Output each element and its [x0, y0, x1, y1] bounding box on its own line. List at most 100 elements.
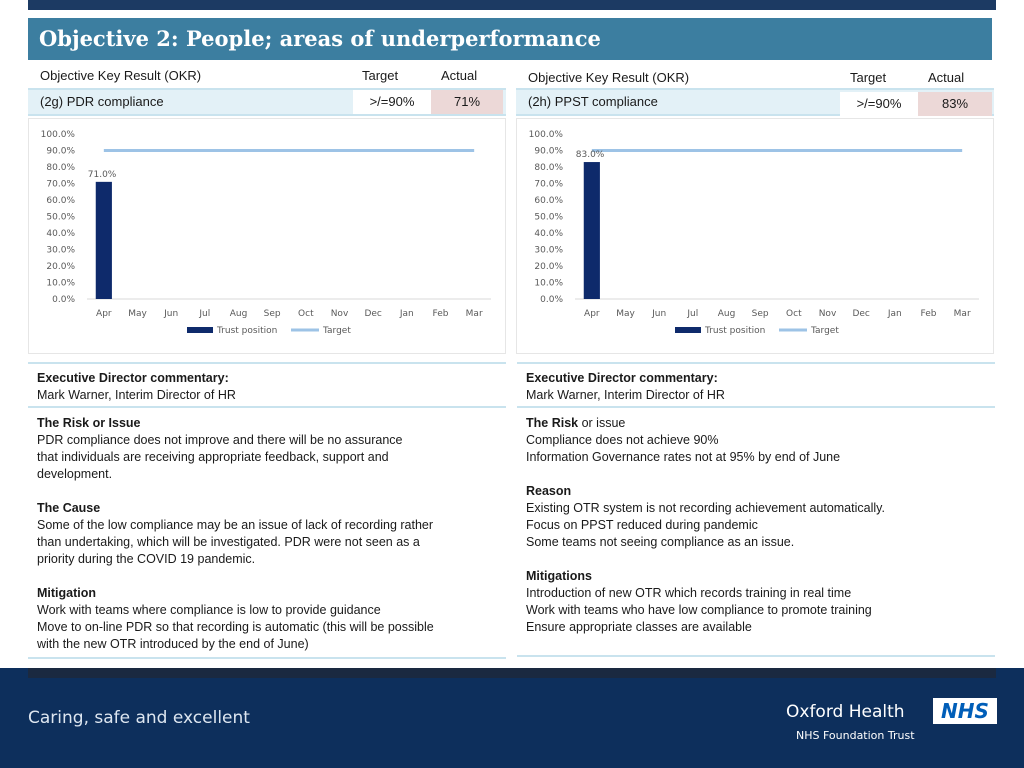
x-tick-label: Sep	[264, 309, 281, 319]
risk-heading: The Risk or Issue	[37, 416, 141, 430]
mitigation-line: Move to on-line PDR so that recording is…	[37, 620, 434, 634]
risk-heading-bold: The Risk	[526, 416, 579, 430]
director-heading: Executive Director commentary:	[37, 371, 229, 385]
target-value: >/=90%	[840, 92, 918, 116]
director-name: Mark Warner, Interim Director of HR	[526, 388, 725, 402]
actual-column-header: Actual	[928, 70, 965, 85]
footer	[0, 668, 1024, 768]
x-tick-label: Mar	[954, 309, 971, 319]
title-bar: Objective 2: People; areas of underperfo…	[28, 18, 992, 60]
nhs-logo-text: NHS	[941, 699, 989, 723]
legend-label: Target	[810, 326, 839, 336]
y-tick-label: 40.0%	[534, 229, 563, 239]
director-heading: Executive Director commentary:	[526, 371, 718, 385]
x-tick-label: Aug	[230, 309, 248, 319]
mitigation-heading: Mitigations	[526, 569, 592, 583]
y-tick-label: 30.0%	[46, 246, 75, 256]
x-tick-label: May	[128, 309, 147, 319]
ppst-chart-svg: 0.0% 10.0% 20.0% 30.0% 40.0% 50.0% 60.0% 70.0% 8…	[529, 130, 979, 336]
mitigation-line: Work with teams who have low compliance …	[526, 603, 872, 617]
y-tick-label: 20.0%	[46, 262, 75, 272]
top-accent-bar	[28, 0, 996, 10]
x-tick-label: May	[616, 309, 635, 319]
x-tick-label: Apr	[584, 309, 600, 319]
cause-line: Some of the low compliance may be an iss…	[37, 518, 434, 532]
y-tick-label: 90.0%	[534, 147, 563, 157]
y-tick-label: 90.0%	[46, 147, 75, 157]
actual-column-header: Actual	[441, 68, 478, 83]
page-title: Objective 2: People; areas of underperfo…	[39, 26, 601, 51]
org-subtitle: NHS Foundation Trust	[796, 729, 915, 742]
risk-heading-rest: or issue	[578, 416, 626, 430]
ppst-compliance-chart: 0.0% 10.0% 20.0% 30.0% 40.0% 50.0% 60.0% 70.0% 8…	[516, 118, 994, 354]
y-tick-label: 70.0%	[534, 180, 563, 190]
risk-line: PDR compliance does not improve and ther…	[37, 433, 403, 447]
pdr-chart-svg: 0.0% 10.0% 20.0% 30.0% 40.0% 50.0% 60.0% 70.0% 8…	[41, 130, 491, 336]
risk-heading: The Risk or issue	[526, 415, 995, 432]
x-tick-label: Dec	[364, 309, 381, 319]
y-tick-label: 0.0%	[540, 295, 563, 305]
target-column-header: Target	[850, 70, 887, 85]
mitigation-line: Ensure appropriate classes are available	[526, 620, 752, 634]
mitigation-line: Introduction of new OTR which records tr…	[526, 586, 852, 600]
legend-swatch-trust-position	[675, 327, 701, 333]
footer-tagline: Caring, safe and excellent	[28, 708, 250, 728]
x-tick-label: Apr	[96, 309, 112, 319]
x-tick-label: Feb	[921, 309, 937, 319]
okr-row: (2h) PPST compliance >/=90% 83%	[516, 88, 994, 116]
mitigation-line: with the new OTR introduced by the end o…	[37, 637, 309, 651]
y-tick-label: 30.0%	[534, 246, 563, 256]
x-tick-label: Jan	[887, 309, 902, 319]
y-tick-label: 70.0%	[46, 180, 75, 190]
legend-swatch-trust-position	[187, 327, 213, 333]
y-tick-label: 0.0%	[52, 295, 75, 305]
legend-label: Target	[322, 326, 351, 336]
director-name: Mark Warner, Interim Director of HR	[37, 388, 236, 402]
x-tick-label: Jul	[686, 309, 698, 319]
y-tick-label: 40.0%	[46, 229, 75, 239]
y-tick-label: 60.0%	[46, 196, 75, 206]
okr-column-header: Objective Key Result (OKR)	[528, 70, 690, 85]
cause-line: priority during the COVID 19 pandemic.	[37, 552, 256, 566]
y-tick-label: 80.0%	[534, 163, 563, 173]
x-tick-label: Mar	[466, 309, 483, 319]
y-tick-label: 80.0%	[46, 163, 75, 173]
reason-line: Existing OTR system is not recording ach…	[526, 501, 885, 515]
reason-heading: Reason	[526, 484, 572, 498]
y-tick-label: 100.0%	[529, 130, 564, 140]
risk-line: development.	[37, 467, 113, 481]
cause-heading: The Cause	[37, 501, 101, 515]
legend-label: Trust position	[216, 326, 277, 336]
risk-cause-mitigation-pdr: The Risk or Issue PDR compliance does no…	[28, 409, 506, 659]
okr-panel-ppst: Objective Key Result (OKR) Target Actual…	[516, 62, 994, 354]
target-column-header: Target	[362, 68, 399, 83]
nhs-logo: NHS	[933, 698, 997, 724]
y-tick-label: 20.0%	[534, 262, 563, 272]
x-tick-label: Jul	[198, 309, 210, 319]
x-tick-label: Oct	[786, 309, 802, 319]
x-tick-label: Nov	[819, 309, 837, 319]
director-commentary-ppst: Executive Director commentary: Mark Warn…	[517, 362, 995, 408]
x-tick-label: Feb	[433, 309, 449, 319]
y-tick-label: 10.0%	[46, 279, 75, 289]
actual-value: 83%	[918, 92, 992, 116]
legend-label: Trust position	[704, 326, 765, 336]
reason-line: Focus on PPST reduced during pandemic	[526, 518, 758, 532]
reason-line: Some teams not seeing compliance as an i…	[526, 535, 795, 549]
mitigation-line: Work with teams where compliance is low …	[37, 603, 381, 617]
okr-header-row: Objective Key Result (OKR) Target Actual	[28, 62, 506, 88]
x-tick-label: Jan	[399, 309, 414, 319]
okr-panel-pdr: Objective Key Result (OKR) Target Actual…	[28, 62, 506, 354]
risk-reason-mitigation-ppst: The Risk or issue Compliance does not ac…	[517, 409, 995, 657]
target-value: >/=90%	[353, 90, 431, 114]
org-name: Oxford Health	[786, 702, 905, 722]
pdr-compliance-chart: 0.0% 10.0% 20.0% 30.0% 40.0% 50.0% 60.0% 70.0% 8…	[28, 118, 506, 354]
y-tick-label: 50.0%	[534, 213, 563, 223]
y-tick-label: 60.0%	[534, 196, 563, 206]
okr-name: (2h) PPST compliance	[528, 94, 658, 109]
x-tick-label: Jun	[651, 309, 666, 319]
x-tick-label: Nov	[331, 309, 349, 319]
actual-value: 71%	[431, 90, 503, 114]
director-commentary-pdr: Executive Director commentary: Mark Warn…	[28, 362, 506, 408]
trust-position-bar	[583, 162, 600, 299]
